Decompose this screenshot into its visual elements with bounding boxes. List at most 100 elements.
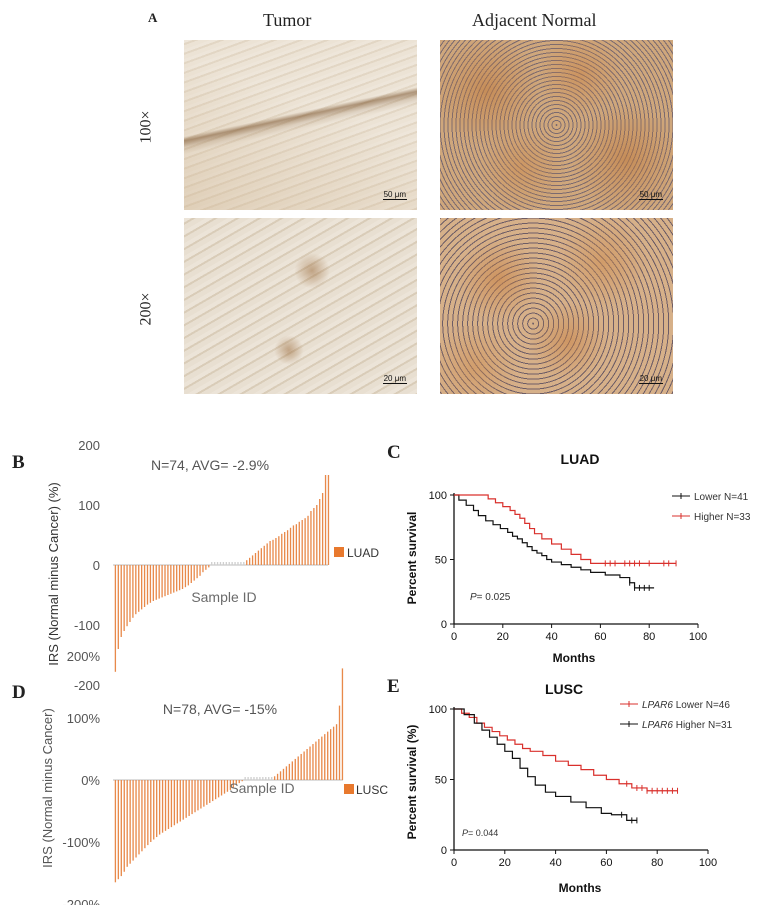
bar (170, 565, 172, 594)
bar (217, 780, 220, 798)
bar (338, 705, 341, 780)
bar (179, 780, 181, 822)
bar (194, 780, 196, 813)
bar (188, 780, 190, 816)
bar (292, 525, 295, 565)
bar (200, 780, 202, 809)
bar (176, 565, 178, 592)
bar (147, 780, 149, 846)
bar (295, 524, 298, 565)
bar (273, 776, 276, 780)
bar (206, 780, 208, 805)
bar (191, 780, 193, 815)
panel-b-letter: B (12, 452, 25, 473)
bar (141, 780, 143, 852)
p-value-annotation: P= 0.044 (462, 828, 498, 838)
bar (126, 565, 128, 627)
y-tick-label: 0 (441, 619, 447, 631)
bar (310, 511, 312, 565)
bar (298, 521, 300, 565)
chart-title: N=78, AVG= -15% (163, 701, 277, 717)
scale-bar: 20 μm (638, 374, 663, 384)
tumor-200x-micrograph: 20 μm (184, 218, 417, 394)
x-axis-label: Months (559, 881, 602, 895)
bar (254, 553, 257, 565)
x-tick-label: 20 (499, 857, 511, 869)
x-axis-label: Sample ID (191, 589, 256, 605)
bar (161, 780, 164, 833)
bar (235, 780, 237, 785)
bar (164, 565, 166, 597)
bar (300, 753, 302, 780)
bar (278, 536, 280, 565)
bar (135, 565, 137, 615)
bar (291, 761, 293, 780)
luad-survival-curve: LUAD Percent survival Months 0 20 40 60 80 10… (405, 451, 751, 665)
y-tick-label: 200 (78, 438, 100, 453)
luad-irs-bar-chart: N=74, AVG= -2.9% IRS (Normal minus Cance… (46, 438, 379, 693)
bar (238, 780, 240, 784)
bar (117, 565, 119, 649)
lusc-survival-curve: LUSC Percent survival (%) Months 0 20 40 60… (405, 681, 733, 895)
x-axis-label: Months (553, 651, 596, 665)
bar (123, 780, 125, 872)
bar (271, 777, 273, 780)
bar (309, 746, 311, 780)
x-tick-label: 60 (600, 857, 612, 869)
bar (205, 565, 207, 570)
y-tick-label: 100% (67, 711, 101, 726)
y-tick-label: 0 (93, 558, 100, 573)
legend-label: LUAD (347, 546, 379, 560)
bar (321, 493, 324, 565)
x-tick-label: 0 (451, 857, 457, 869)
bar (158, 565, 160, 599)
y-tick-label: -200% (62, 897, 100, 905)
bar (135, 780, 137, 858)
bar (203, 780, 205, 807)
bar (114, 780, 117, 883)
p-value-annotation: P= 0.025 (470, 592, 511, 603)
chart-title: N=74, AVG= -2.9% (151, 457, 269, 473)
adjacent-normal-column-header: Adjacent Normal (472, 10, 597, 30)
bar (173, 565, 175, 593)
bar (316, 505, 318, 565)
survival-series-1 (454, 494, 677, 564)
y-tick-label: 100 (78, 498, 100, 513)
bar (276, 773, 279, 780)
bar (269, 541, 271, 565)
bar (324, 734, 326, 780)
bar (289, 527, 292, 565)
bar (176, 780, 178, 824)
y-axis-label: Percent survival (%) (405, 725, 419, 840)
bar (250, 777, 252, 780)
y-tick-label: 50 (435, 775, 447, 787)
bar (286, 530, 289, 565)
tumor-column-header: Tumor (263, 10, 312, 30)
bar (146, 565, 149, 605)
bar (321, 736, 323, 780)
legend: Lower N=41 Higher N=33 (672, 492, 751, 523)
bar (256, 777, 258, 780)
tumor-100x-micrograph: 50 μm (184, 40, 417, 210)
bar (202, 565, 204, 573)
y-tick-label: 0% (81, 773, 100, 788)
panel-c-letter: C (387, 442, 401, 463)
bar (144, 780, 146, 849)
bar (315, 741, 317, 780)
bar (211, 562, 213, 565)
bar (229, 780, 232, 790)
legend-higher: Higher N=33 (694, 512, 751, 523)
bar (208, 565, 210, 568)
legend-swatch (334, 547, 344, 557)
bar (312, 744, 314, 780)
x-tick-label: 60 (594, 631, 606, 643)
bar (167, 565, 169, 595)
bar (281, 533, 283, 565)
bar (263, 545, 265, 565)
bar (132, 565, 134, 618)
bar (332, 726, 335, 780)
bar (214, 780, 217, 800)
bar (223, 780, 226, 794)
legend-swatch (344, 784, 354, 794)
bar (126, 780, 128, 867)
